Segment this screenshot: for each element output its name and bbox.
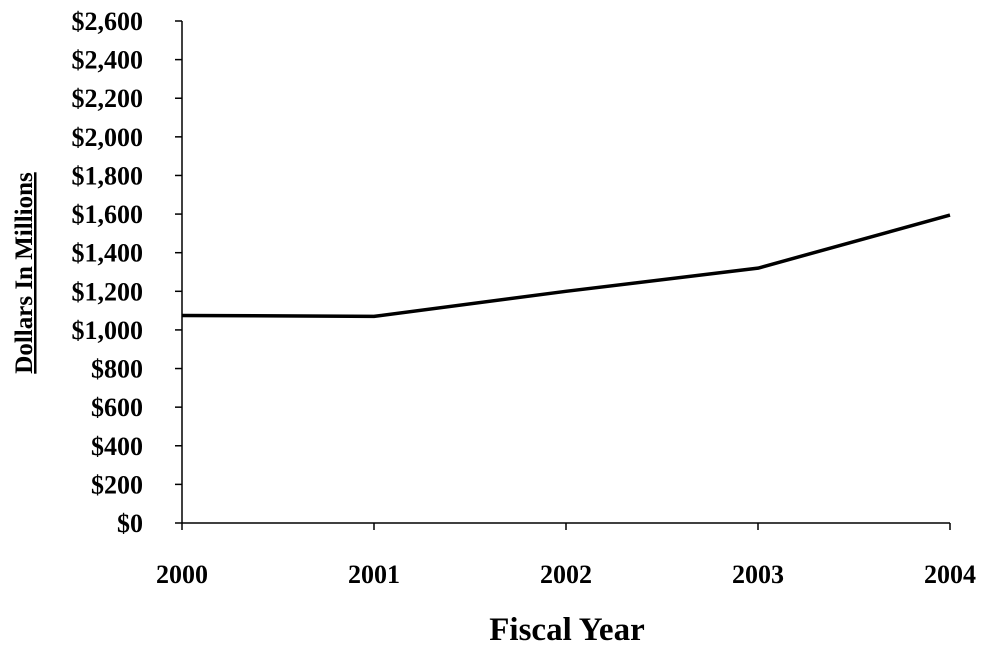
y-tick-label: $0 bbox=[117, 509, 143, 538]
x-axis-ticks: 2000 2001 2002 2003 2004 bbox=[156, 523, 976, 589]
y-tick-label: $200 bbox=[91, 470, 143, 499]
y-tick-label: $800 bbox=[91, 355, 143, 384]
x-tick-label: 2001 bbox=[348, 560, 400, 589]
y-tick-label: $2,000 bbox=[72, 123, 144, 152]
y-tick-label: $2,200 bbox=[72, 84, 144, 113]
plot-area-frame bbox=[181, 21, 950, 524]
y-tick-label: $1,800 bbox=[72, 161, 144, 190]
y-tick-label: $2,400 bbox=[72, 46, 144, 75]
y-tick-label: $1,000 bbox=[72, 316, 144, 345]
y-axis-title: Dollars In Millions bbox=[11, 172, 38, 374]
series-group bbox=[181, 213, 951, 319]
y-axis-ticks: $0 $200 $400 $600 $800 $1,000 $1,200 $1,400 $1,6… bbox=[72, 7, 182, 538]
y-tick-label: $1,400 bbox=[72, 239, 144, 268]
y-tick-label: $600 bbox=[91, 393, 143, 422]
x-tick-label: 2002 bbox=[540, 560, 592, 589]
x-tick-label: 2003 bbox=[732, 560, 784, 589]
y-tick-label: $2,600 bbox=[72, 7, 144, 36]
series-line bbox=[181, 213, 951, 319]
y-tick-label: $400 bbox=[91, 432, 143, 461]
x-axis-title: Fiscal Year bbox=[489, 612, 644, 645]
x-tick-label: 2000 bbox=[156, 560, 208, 589]
y-tick-label: $1,200 bbox=[72, 277, 144, 306]
x-tick-label: 2004 bbox=[924, 560, 976, 589]
y-tick-label: $1,600 bbox=[72, 200, 144, 229]
